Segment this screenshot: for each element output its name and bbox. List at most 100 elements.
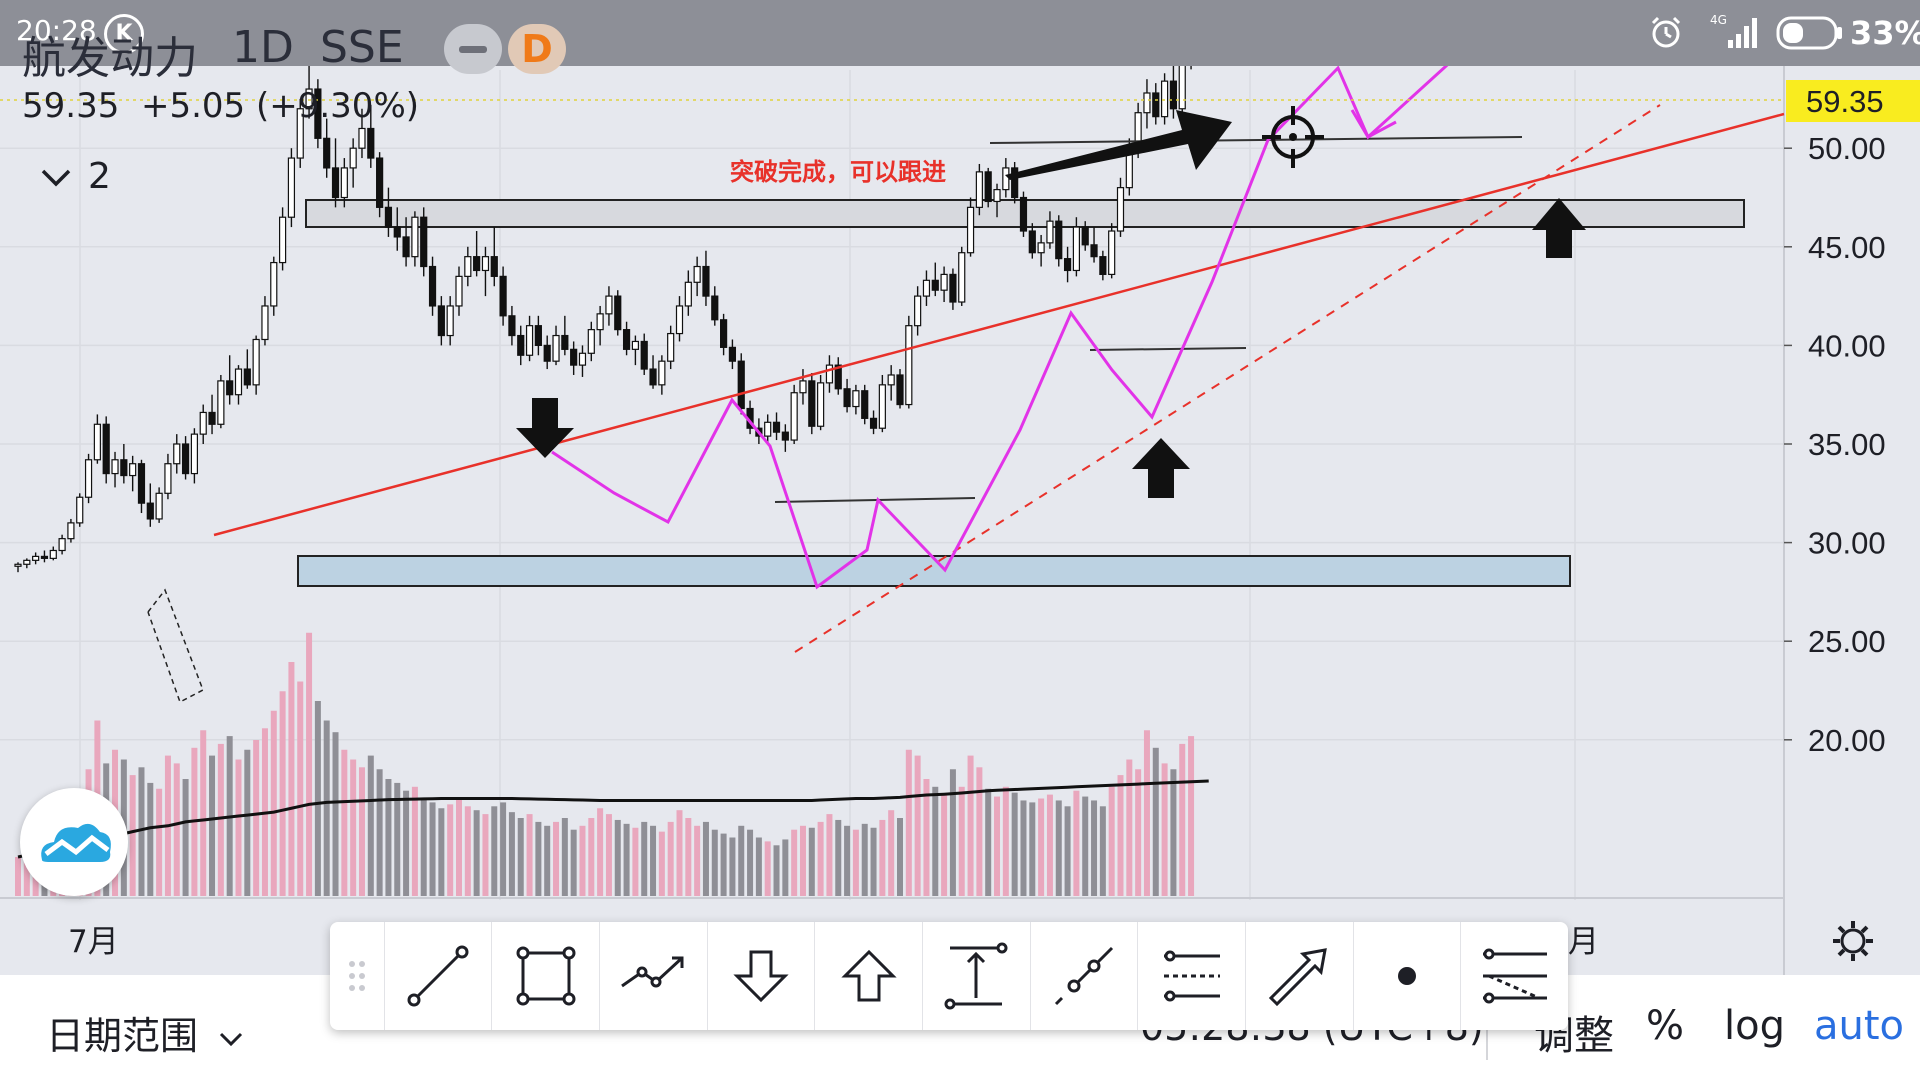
arrow-up-marker-1[interactable] [1132, 438, 1190, 498]
candle-body [843, 388, 851, 408]
candle-body [243, 368, 251, 386]
volume-bar [676, 810, 683, 896]
volume-bar [279, 691, 286, 896]
volume-bar [332, 732, 339, 896]
candle-body [861, 390, 869, 419]
signal-icon: 4G [1710, 13, 1757, 48]
volume-bar [15, 857, 21, 896]
extended-line-tool[interactable] [1029, 922, 1138, 1030]
volume-bar [209, 755, 216, 896]
price-tick-label: 30.00 [1808, 526, 1886, 561]
price-range-tool[interactable] [922, 922, 1030, 1030]
candle-body [737, 360, 745, 410]
neckline-1[interactable] [774, 497, 976, 503]
neckline-2[interactable] [1089, 347, 1247, 351]
candle-body [878, 384, 886, 429]
date-range-button[interactable]: 日期范围 [46, 1005, 244, 1060]
arrow-down-marker[interactable] [516, 398, 574, 458]
collapse-button[interactable] [444, 24, 502, 74]
volume-bar [650, 825, 657, 896]
volume-bar [288, 662, 295, 896]
candle-body [234, 368, 243, 396]
parallel-channel-icon [1163, 950, 1220, 1002]
path-tool[interactable] [599, 922, 707, 1030]
candle-body [84, 459, 93, 498]
app-logo[interactable] [20, 788, 128, 896]
candle-body [561, 334, 569, 350]
battery-percent: 33% [1850, 14, 1920, 52]
volume-bar [623, 823, 630, 896]
dot-tool[interactable] [1352, 922, 1461, 1030]
arrow-tool[interactable] [1245, 922, 1353, 1030]
candle-body [393, 226, 401, 238]
wave-path[interactable] [551, 35, 1480, 590]
candle-body [1011, 167, 1019, 199]
timeframe[interactable]: 1D [232, 22, 294, 73]
volume-bar [685, 818, 692, 896]
candle-body [931, 279, 939, 291]
volume-bar [958, 786, 965, 896]
chevron-down-icon [41, 169, 71, 187]
symbol-name[interactable]: 航发动力 [22, 33, 198, 84]
auto-toggle[interactable]: auto [1814, 1003, 1905, 1049]
pitchfork-tool[interactable] [1460, 922, 1568, 1030]
drawings[interactable] [147, 35, 1785, 704]
volume-bar [156, 788, 163, 896]
volume-bar [553, 821, 560, 896]
volume-bar [491, 806, 498, 896]
trendline-red-dashed[interactable] [794, 104, 1661, 653]
volume-bar [182, 779, 189, 896]
candle-body [640, 340, 648, 370]
indicator-toggle[interactable]: 2 [40, 156, 111, 197]
volume-bar [411, 786, 418, 896]
candle-body [67, 522, 75, 540]
parallel-channel-tool[interactable] [1137, 922, 1245, 1030]
volume-bar [482, 814, 489, 896]
battery-icon [1776, 16, 1842, 50]
big-arrow-right[interactable] [1005, 110, 1232, 180]
data-badge[interactable]: D [508, 24, 566, 74]
candle-body [181, 443, 190, 475]
volume-bar [147, 782, 154, 896]
date-range-label: 日期范围 [46, 1014, 199, 1058]
time-tick-label: 7月 [68, 924, 119, 960]
crosshair-cursor[interactable] [1262, 106, 1324, 168]
volume-bar [826, 814, 833, 896]
support-resistance-zones[interactable] [297, 199, 1745, 587]
candle-body [358, 127, 366, 149]
candle-body [384, 206, 393, 228]
candle-body [437, 305, 445, 337]
volume-bar [420, 798, 427, 896]
percent-toggle[interactable]: % [1646, 1003, 1685, 1049]
price-change-pct: (+9.30%) [255, 86, 420, 126]
exchange: SSE [320, 22, 404, 73]
indicator-count: 2 [88, 156, 111, 197]
volume-bar [738, 825, 745, 896]
trend-line-tool[interactable] [383, 922, 492, 1030]
trendline-red[interactable] [213, 112, 1785, 537]
volume-bar [976, 767, 983, 896]
arrow-up-tool[interactable] [814, 922, 922, 1030]
last-price-label: 59.35 [1786, 80, 1920, 122]
gear-icon[interactable] [1830, 918, 1876, 964]
log-toggle[interactable]: log [1724, 1003, 1785, 1049]
volume-bar [632, 827, 639, 896]
breakout-line[interactable] [989, 136, 1523, 144]
candle-body [102, 423, 110, 475]
drag-handle-icon[interactable] [330, 922, 384, 1030]
support-zone[interactable] [297, 555, 1571, 587]
candle-body [455, 275, 463, 307]
volume-bar [791, 829, 798, 896]
candle-body [772, 421, 781, 433]
arrow-down-tool[interactable] [706, 922, 815, 1030]
volume-bar [720, 833, 727, 896]
rectangle-tool[interactable] [491, 922, 599, 1030]
arrow-up-marker-2[interactable] [1532, 198, 1586, 258]
candle-body [1143, 92, 1151, 114]
volume-bar [200, 730, 207, 896]
candle-body [781, 431, 789, 441]
candle-body [279, 216, 287, 264]
volume-bar [588, 818, 595, 896]
